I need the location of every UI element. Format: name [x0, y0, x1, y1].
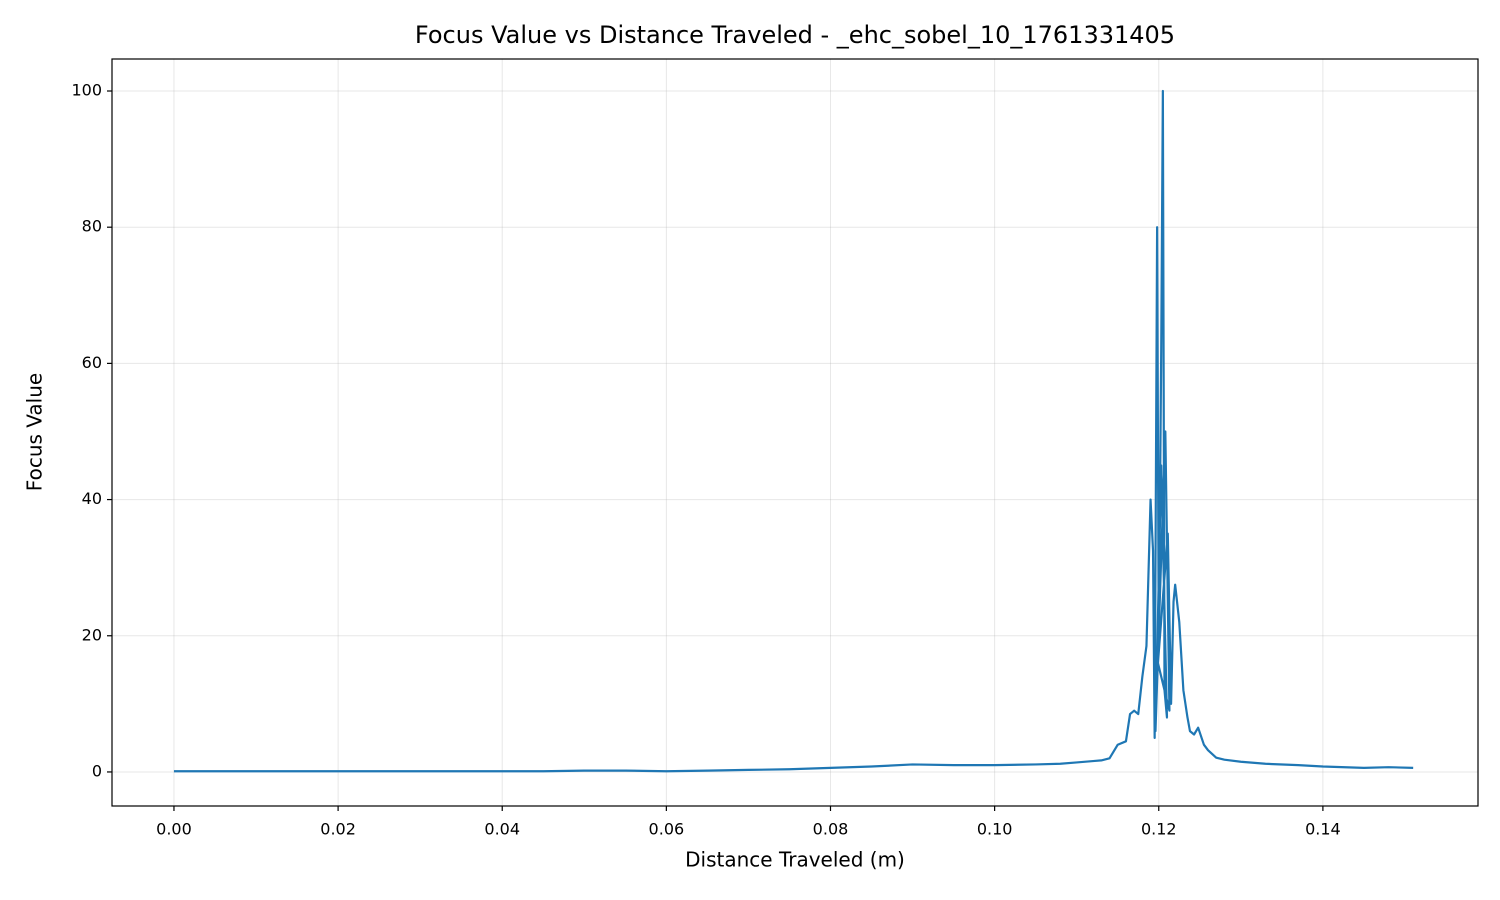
chart-title: Focus Value vs Distance Traveled - _ehc_… — [415, 21, 1175, 49]
x-tick-label: 0.08 — [813, 820, 849, 839]
x-tick-label: 0.10 — [977, 820, 1013, 839]
y-tick-label: 60 — [82, 353, 102, 372]
y-tick-label: 100 — [71, 81, 102, 100]
x-tick-label: 0.12 — [1141, 820, 1177, 839]
data-line — [173, 89, 1414, 773]
y-tick-label: 80 — [82, 217, 102, 236]
x-axis-label: Distance Traveled (m) — [685, 848, 905, 872]
x-tick-label: 0.14 — [1305, 820, 1341, 839]
plot-frame — [111, 58, 1479, 807]
y-tick-label: 0 — [92, 761, 102, 780]
x-tick-label: 0.02 — [320, 820, 356, 839]
x-tick-label: 0.00 — [156, 820, 192, 839]
y-tick-label: 40 — [82, 489, 102, 508]
x-tick-label: 0.06 — [649, 820, 685, 839]
y-tick-label: 20 — [82, 625, 102, 644]
x-tick-label: 0.04 — [484, 820, 520, 839]
y-axis-label: Focus Value — [23, 373, 47, 491]
